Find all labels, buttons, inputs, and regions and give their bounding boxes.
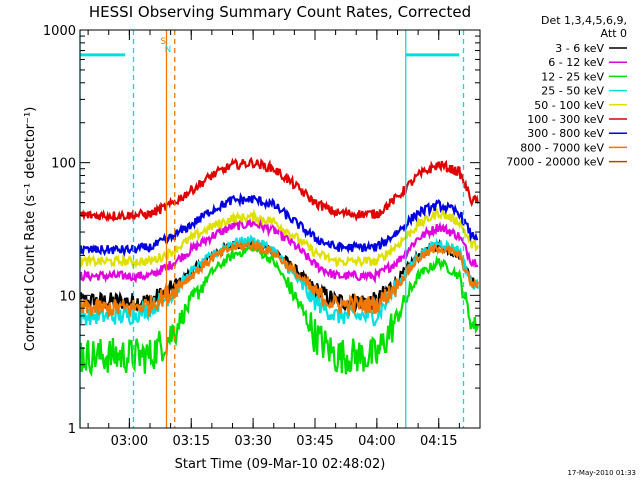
plot-area [79,156,479,378]
series-6-group [79,192,479,258]
x-tick-label: 03:30 [234,434,271,449]
legend-label: 50 - 100 keV [534,99,604,112]
x-tick-label: 04:00 [358,434,395,449]
series-2-group [79,243,479,378]
y-tick-label: 100 [51,157,76,172]
marker-label-s: S [160,37,166,47]
y-tick-label: 1 [68,422,76,437]
footer-timestamp: 17-May-2010 01:33 [567,469,636,477]
legend-header-line2: Att 0 [601,27,627,40]
series-line-100-300keV [79,156,479,223]
legend-header-line1: Det 1,3,4,5,6,9, [541,14,627,27]
series-4-group [79,207,479,270]
series-line-12-25keV [79,243,479,378]
series-7-group [79,239,479,319]
series-5-group [79,156,479,223]
series-1-group [79,217,479,284]
x-tick-label: 03:00 [111,434,148,449]
legend-label: 800 - 7000 keV [520,141,604,154]
legend-label: 3 - 6 keV [555,42,604,55]
legend-label: 300 - 800 keV [527,127,604,140]
chart-title: HESSI Observing Summary Count Rates, Cor… [89,3,471,21]
marker-label-n: N [164,45,171,55]
x-axis-label: Start Time (09-Mar-10 02:48:02) [175,457,386,472]
y-tick-label: 1000 [43,24,76,39]
legend-label: 6 - 12 keV [548,56,604,69]
legend-label: 12 - 25 keV [541,70,604,83]
series-line-50-100keV [79,207,479,270]
axes-layer: 1 10 100 1000 03:00 03:15 03:30 03:45 04:00 04:15 [43,24,481,449]
plot-layer: SN [79,30,479,428]
legend-label: 7000 - 20000 keV [506,156,604,169]
x-tick-label: 03:45 [296,434,333,449]
y-axis-label: Corrected Count Rate (s⁻¹ detector⁻¹) [23,107,38,352]
plot-frame [79,29,481,429]
y-tick-label: 10 [59,289,76,304]
x-tick-label: 04:15 [420,434,457,449]
series-line-300-800keV [79,192,479,258]
x-tick-label: 03:15 [173,434,210,449]
series-line-800-7000keV [79,239,479,319]
series-line-6-12keV [79,217,479,284]
legend-label: 100 - 300 keV [527,113,604,126]
legend-label: 25 - 50 keV [541,85,604,98]
